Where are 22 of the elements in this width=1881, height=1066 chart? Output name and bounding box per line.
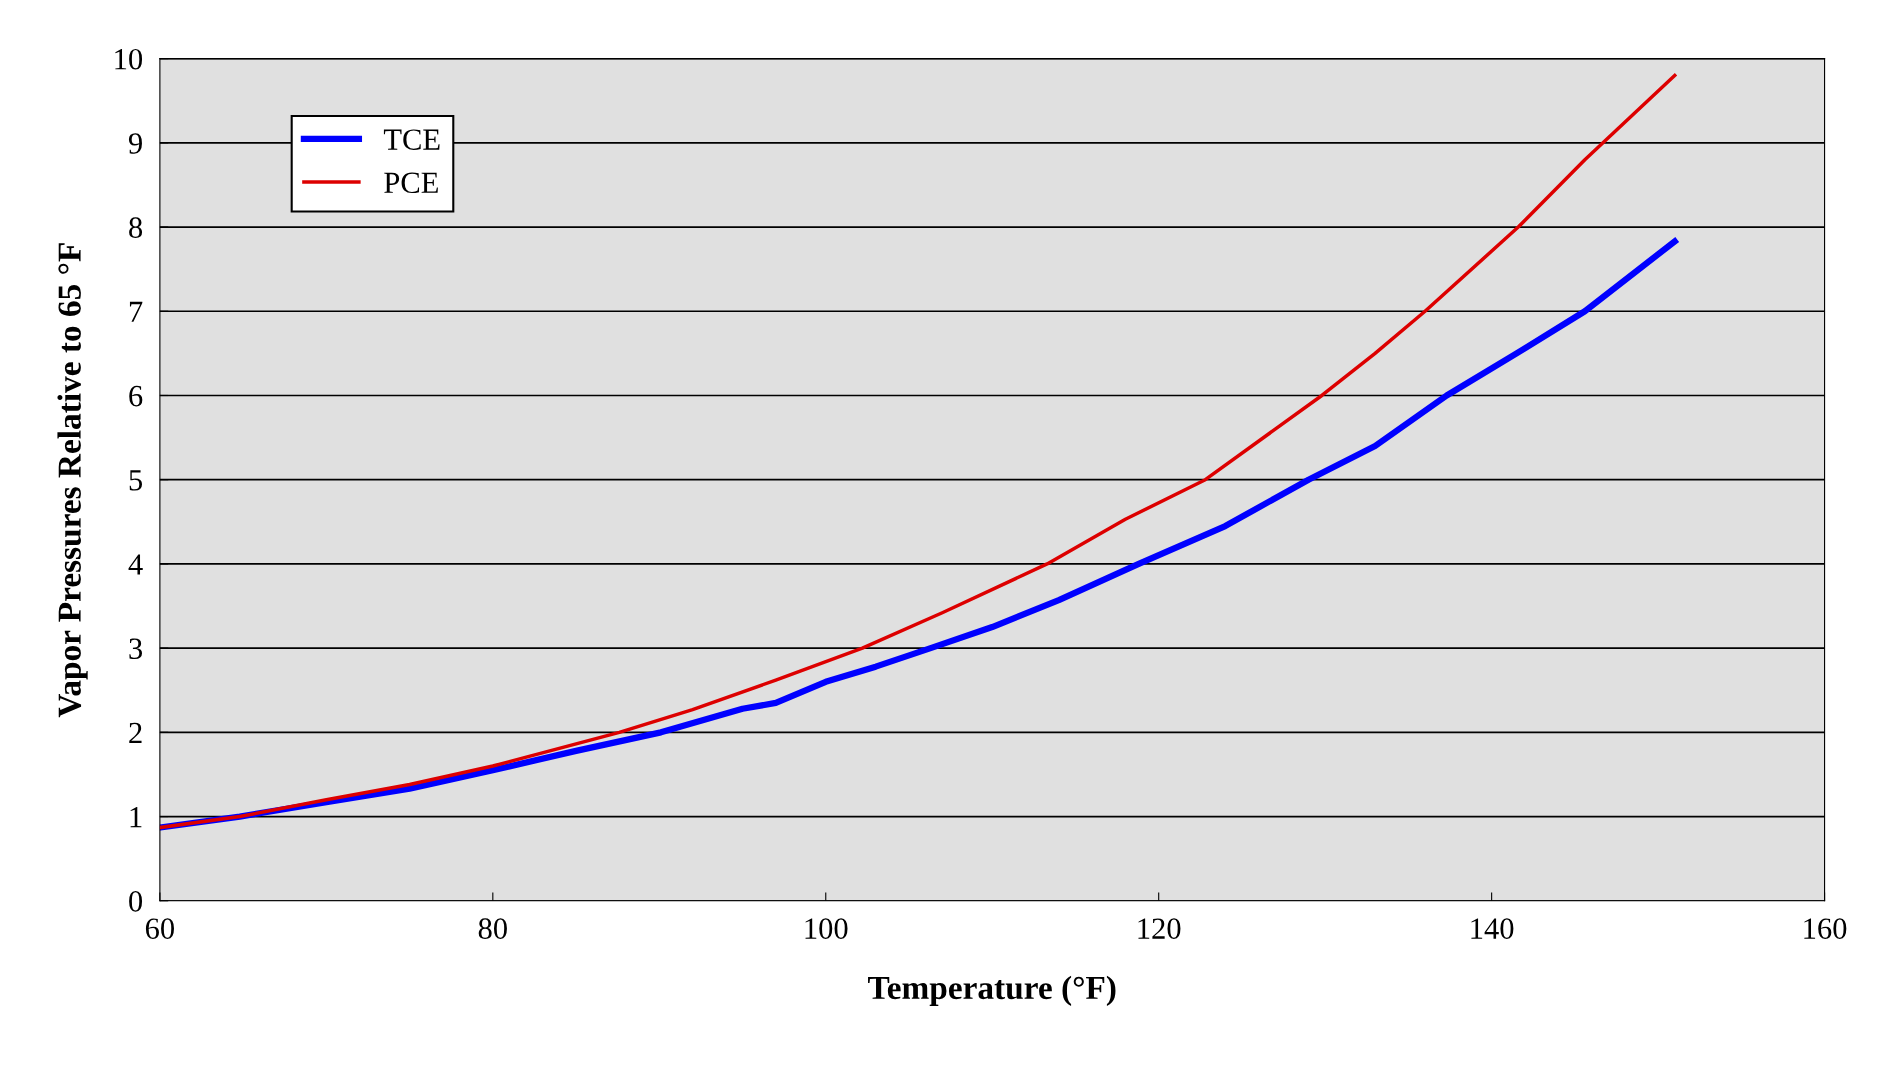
y-tick-label: 4 (128, 554, 143, 575)
y-tick-label: 8 (129, 217, 143, 238)
line-series (159, 73, 1677, 830)
x-tick-label: 140 (1471, 918, 1514, 939)
legend-label: TCE (383, 129, 440, 150)
y-tick-label: 2 (129, 722, 142, 743)
x-axis-title: Temperature (°F) (868, 975, 1116, 1006)
y-tick-label: 3 (129, 638, 143, 660)
y-tick-label: 5 (129, 470, 143, 491)
x-tick-label: 100 (805, 918, 848, 939)
x-tick-label: 80 (478, 918, 507, 939)
y-tick-label: 9 (128, 133, 142, 154)
x-tick-label: 60 (145, 918, 174, 939)
legend-label: PCE (384, 172, 438, 194)
y-tick-label: 7 (129, 301, 143, 322)
y-tick-label: 1 (130, 806, 142, 828)
y-tick-label: 0 (129, 891, 143, 912)
y-axis-title: Vapor Pressures Relative to 65 °F (57, 243, 88, 718)
y-tick-label: 6 (129, 385, 143, 407)
x-tick-label: 160 (1804, 918, 1847, 939)
y-tick-label: 10 (115, 48, 143, 70)
x-tick-label: 120 (1138, 918, 1181, 939)
